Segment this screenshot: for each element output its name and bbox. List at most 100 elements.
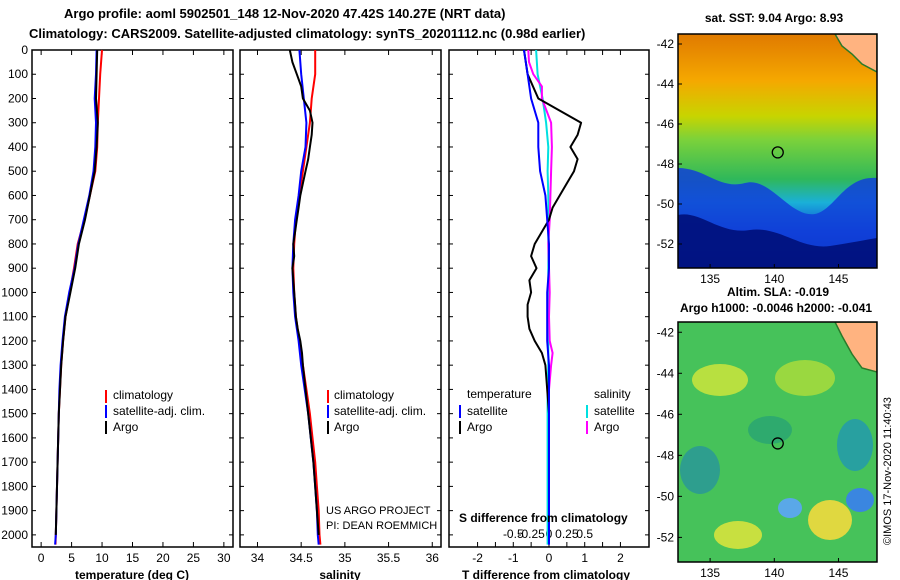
legend-label-climatology: climatology: [334, 388, 394, 402]
depth-tick-label: 800: [8, 237, 28, 251]
series-line: [54, 49, 98, 545]
salinity-series: [288, 49, 322, 545]
sst-deep-cold: [678, 214, 877, 268]
x-tick-label: 35: [338, 551, 352, 565]
series-line: [54, 49, 99, 535]
depth-tick-label: 1200: [1, 334, 28, 348]
sla-eddy: [775, 360, 835, 396]
depth-tick-label: 1600: [1, 431, 28, 445]
x-tick-label: 20: [156, 551, 170, 565]
x-tick-label: 34.5: [289, 551, 313, 565]
temperature-series: [54, 49, 103, 545]
legend-label-sal-argo: Argo: [594, 420, 620, 434]
float-position-marker: [771, 146, 784, 159]
salinity-x-label: salinity: [319, 568, 361, 580]
x-tick-label: 30: [217, 551, 231, 565]
difference-x-axis: -2 -1 0 1 2: [472, 50, 624, 565]
plot-title-line1: Argo profile: aoml 5902501_148 12-Nov-20…: [64, 6, 506, 21]
lon-tick-label: 135: [700, 566, 720, 580]
depth-axis: 0 100 200 300 400 500 600 700 800 900 1000 1100 1200…: [1, 43, 233, 542]
credit-project: US ARGO PROJECT: [326, 505, 431, 517]
salinity-depth-ticks: [240, 49, 441, 536]
x-tick-label: 0: [38, 551, 45, 565]
sla-eddy: [846, 488, 874, 512]
temperature-x-label: temperature (deg C): [75, 568, 189, 580]
lat-tick-label: -42: [657, 325, 675, 339]
legend-label-argo: Argo: [113, 420, 139, 434]
depth-tick-label: 900: [8, 261, 28, 275]
legend-label-temp-argo: Argo: [467, 420, 493, 434]
sst-map-title: sat. SST: 9.04 Argo: 8.93: [705, 11, 844, 25]
land-tasmania: [834, 322, 877, 373]
depth-tick-label: 1500: [1, 407, 28, 421]
lat-tick-label: -48: [657, 157, 675, 171]
salinity-x-axis: 34 34.5 35 35.5 36: [251, 50, 439, 565]
depth-tick-label: 200: [8, 91, 28, 105]
s-tick-label: 0.25: [555, 527, 579, 541]
lat-tick-label: -50: [657, 489, 675, 503]
plot-title-line2: Climatology: CARS2009. Satellite-adjuste…: [29, 26, 586, 41]
depth-tick-label: 0: [21, 43, 28, 57]
depth-tick-label: 1100: [2, 310, 28, 324]
legend-heading-salinity: salinity: [594, 387, 631, 401]
sla-eddy: [748, 416, 792, 444]
sla-field: [678, 322, 877, 562]
lon-tick-label: 135: [700, 272, 720, 286]
x-tick-label: 15: [126, 551, 140, 565]
series-line: [523, 49, 583, 535]
depth-tick-label: 1000: [1, 285, 28, 299]
s-tick-label: -0.25: [517, 527, 545, 541]
difference-series: [523, 49, 583, 545]
depth-tick-label: 300: [8, 116, 28, 130]
x-tick-label: 35.5: [377, 551, 401, 565]
x-tick-label: 5: [68, 551, 75, 565]
lon-tick-label: 145: [828, 566, 848, 580]
legend-label-satellite: satellite-adj. clim.: [334, 404, 426, 418]
salinity-axes-frame: [239, 49, 442, 548]
difference-depth-ticks: [449, 49, 649, 536]
lon-tick-label: 145: [828, 272, 848, 286]
sst-map-axes: -42 -44 -46 -48 -50 -52 135 140 145: [657, 37, 849, 286]
legend-label-temp-satellite: satellite: [467, 404, 508, 418]
depth-tick-label: 700: [8, 213, 28, 227]
temperature-panel: 0100200300400500600700800900100011001200…: [1, 43, 234, 580]
legend-label-satellite: satellite-adj. clim.: [113, 404, 205, 418]
lat-tick-label: -44: [657, 366, 675, 380]
x-tick-label: 0: [546, 551, 553, 565]
sst-map: sat. SST: 9.04 Argo: 8.93 -42 -44 -46 -48 -5…: [657, 11, 878, 286]
legend-heading-temperature: temperature: [467, 387, 532, 401]
depth-tick-label: 1900: [1, 504, 28, 518]
series-line: [288, 49, 320, 535]
legend-label-climatology: climatology: [113, 388, 173, 402]
x-tick-label: 36: [426, 551, 440, 565]
x-tick-label: 1: [581, 551, 588, 565]
legend-label-argo: Argo: [334, 420, 360, 434]
sla-map-subtitle: Argo h1000: -0.0046 h2000: -0.041: [680, 301, 872, 315]
x-tick-label: 2: [617, 551, 624, 565]
sst-field: [678, 34, 877, 268]
sla-eddy: [680, 446, 720, 494]
lat-tick-label: -50: [657, 197, 675, 211]
lat-tick-label: -52: [657, 237, 675, 251]
sst-map-frame: [677, 33, 878, 269]
salinity-panel: 34 34.5 35 35.5 36 climatology satellite-adj…: [239, 49, 442, 580]
legend-label-sal-satellite: satellite: [594, 404, 635, 418]
depth-tick-label: 100: [8, 67, 28, 81]
x-tick-label: -2: [472, 551, 483, 565]
temperature-legend: climatology satellite-adj. clim. Argo: [105, 388, 205, 434]
x-tick-label: 10: [95, 551, 109, 565]
s-tick-label: 0.5: [576, 527, 593, 541]
sla-eddy: [692, 364, 748, 396]
depth-tick-label: 600: [8, 188, 28, 202]
land-tasmania: [834, 34, 877, 73]
sla-eddy: [714, 521, 762, 549]
sla-eddy: [808, 500, 852, 540]
salinity-diff-label: S difference from climatology: [459, 511, 628, 525]
difference-legend: temperature satellite Argo salinity sate…: [459, 387, 635, 434]
depth-tick-label: 1800: [1, 479, 28, 493]
sla-map-axes: -42 -44 -46 -48 -50 -52 135 140 145: [657, 325, 849, 580]
salinity-legend: climatology satellite-adj. clim. Argo: [327, 388, 426, 434]
depth-tick-label: 1400: [1, 382, 28, 396]
difference-x-label: T difference from climatology: [462, 568, 630, 580]
